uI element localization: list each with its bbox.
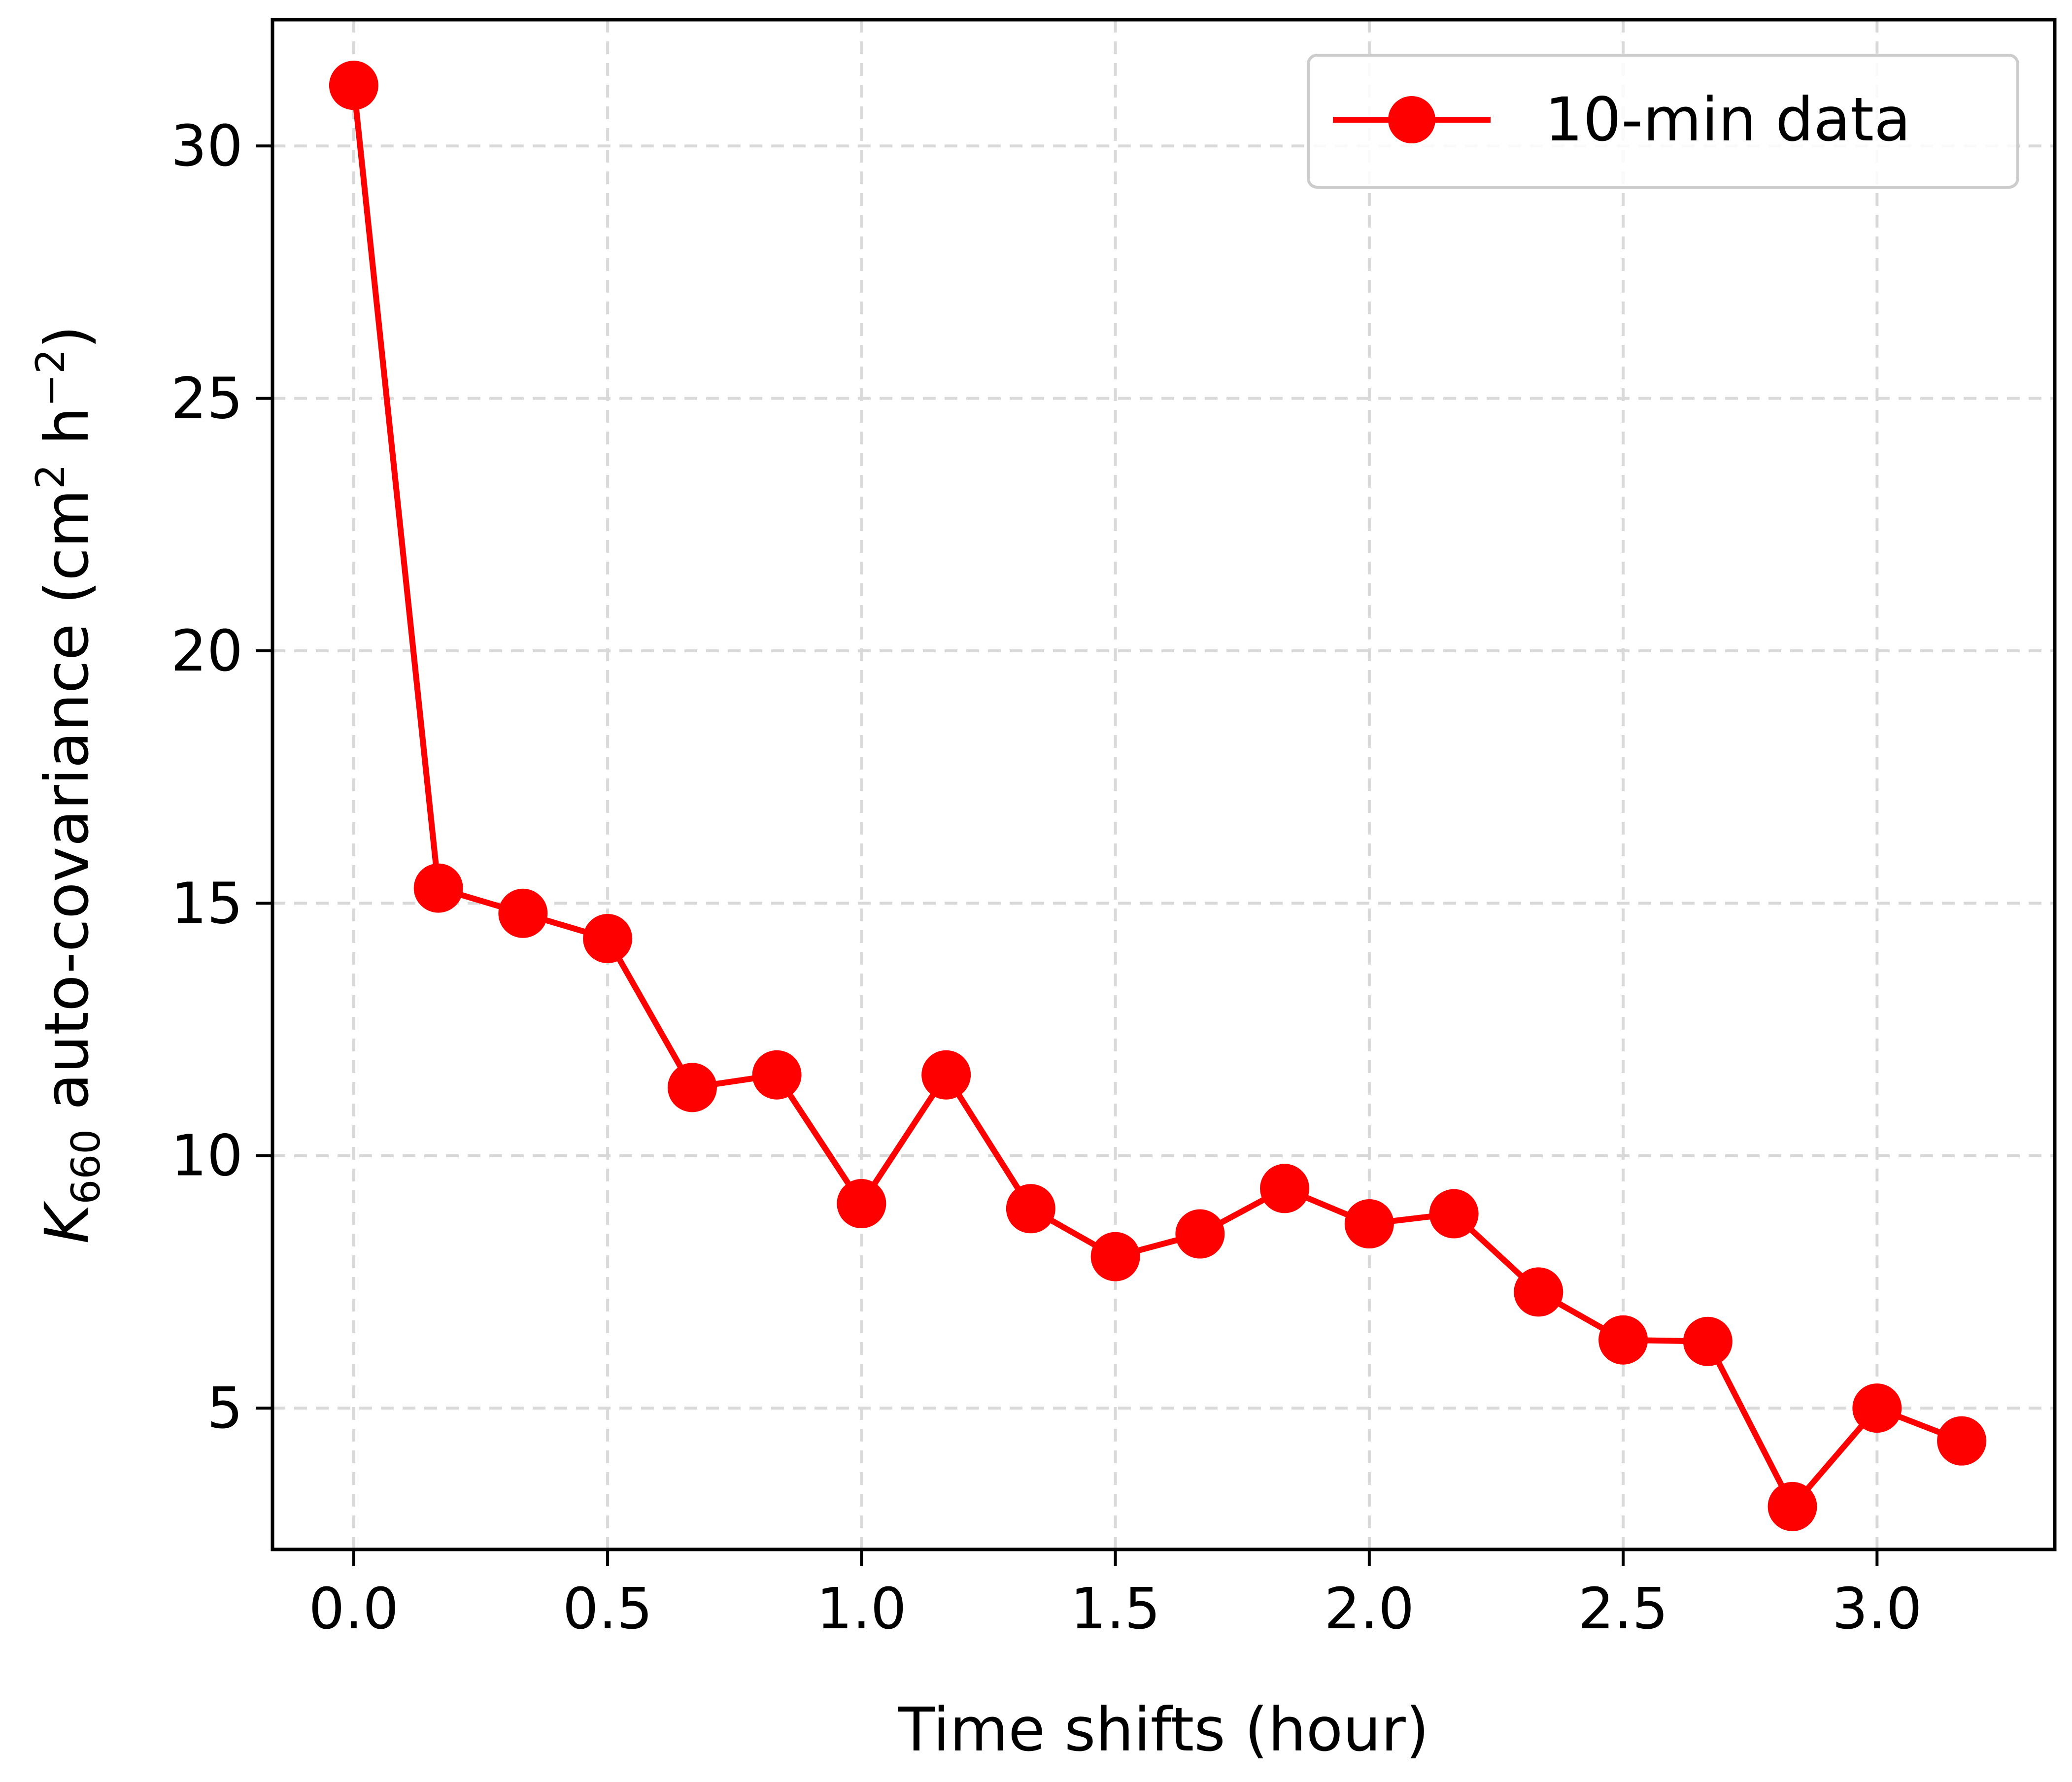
data-point	[1175, 1209, 1225, 1259]
data-point	[1006, 1184, 1055, 1234]
y-tick-label: 5	[207, 1376, 243, 1442]
x-axis-label: Time shifts (hour)	[898, 1695, 1429, 1765]
y-axis-label-subscript: 660	[63, 1129, 109, 1205]
legend: 10-min data	[1307, 54, 2019, 189]
data-point	[921, 1050, 971, 1100]
data-point	[1683, 1316, 1732, 1366]
y-axis-ticks: 5 10 15 20 25 30	[171, 113, 272, 1442]
data-point	[1090, 1232, 1140, 1281]
data-point	[667, 1063, 717, 1112]
x-tick-label: 3.0	[1832, 1576, 1922, 1642]
data-point	[1767, 1481, 1817, 1531]
data-point	[1598, 1315, 1648, 1365]
y-tick-label: 10	[171, 1123, 243, 1189]
data-point	[583, 914, 633, 964]
data-series	[329, 61, 1987, 1531]
x-tick-label: 0.5	[563, 1576, 653, 1642]
data-point	[1852, 1383, 1902, 1433]
y-axis-label: K660 auto-covariance (cm2 h−2)	[28, 325, 109, 1244]
x-tick-label: 0.0	[308, 1576, 399, 1642]
y-axis-label-sup2: −2	[28, 349, 73, 407]
y-tick-label: 30	[171, 113, 243, 179]
data-point	[837, 1179, 886, 1229]
x-tick-label: 2.0	[1324, 1576, 1414, 1642]
data-point	[498, 888, 548, 938]
y-tick-label: 25	[171, 366, 243, 432]
y-axis-label-mid: h	[32, 407, 102, 464]
data-point	[752, 1050, 802, 1100]
y-axis-label-end: )	[32, 325, 102, 349]
legend-marker-sample	[1388, 96, 1435, 143]
y-axis-label-main: K	[32, 1200, 102, 1244]
plot-frame	[271, 18, 2057, 1551]
y-tick-label: 20	[171, 618, 243, 684]
legend-entry-label: 10-min data	[1545, 85, 1911, 155]
data-point	[1937, 1416, 1987, 1466]
data-point	[1429, 1189, 1479, 1239]
y-axis-label-rest: auto-covariance (cm	[32, 489, 102, 1129]
x-tick-label: 2.5	[1578, 1576, 1668, 1642]
data-point	[329, 61, 378, 110]
x-tick-label: 1.0	[816, 1576, 907, 1642]
legend-box	[1307, 54, 2019, 189]
data-point	[1514, 1267, 1563, 1317]
data-point	[1344, 1199, 1394, 1249]
y-axis-label-sup1: 2	[28, 464, 73, 489]
data-point	[413, 863, 463, 913]
y-tick-label: 15	[171, 871, 243, 937]
x-axis-ticks: 0.0 0.5 1.0 1.5 2.0 2.5 3.0	[308, 1549, 1922, 1642]
x-tick-label: 1.5	[1070, 1576, 1160, 1642]
data-point	[1260, 1164, 1310, 1213]
